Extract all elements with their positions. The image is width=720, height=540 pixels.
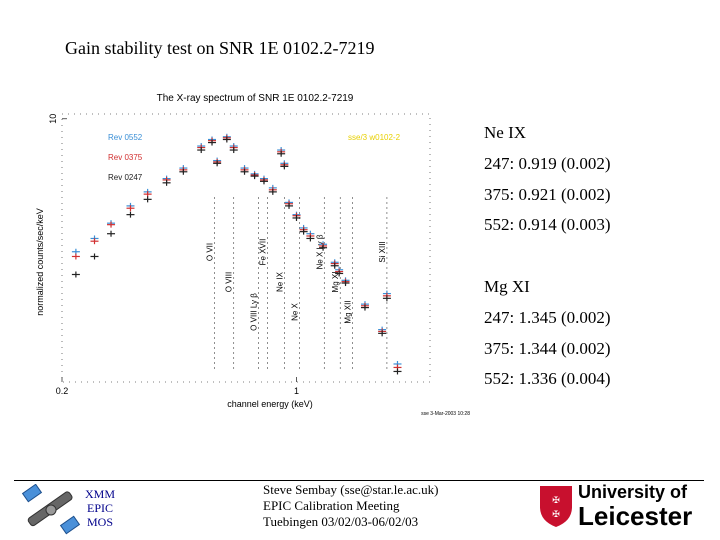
mg-row-247: 247: 1.345 (0.002): [484, 307, 611, 327]
line-label-2: O VIII Ly β: [249, 293, 258, 331]
mg-row-552: 552: 1.336 (0.004): [484, 369, 611, 389]
x-tick-label-1: 1: [294, 386, 299, 396]
point-rev-0247-11: [229, 147, 238, 154]
xmm-satellite-icon: [21, 484, 81, 535]
svg-text:✠: ✠: [552, 509, 560, 519]
ne-row-247: 247: 0.919 (0.002): [484, 153, 611, 173]
point-rev-0247-28: [382, 295, 391, 302]
line-label-8: Mg XII: [344, 300, 353, 323]
point-rev-0375-1: [90, 238, 99, 245]
chart-model-label: sse/3 w0102-2: [348, 133, 401, 142]
xmm-line-1: XMM: [84, 487, 115, 501]
point-rev-0247-15: [268, 188, 277, 195]
credit-meeting: EPIC Calibration Meeting: [263, 498, 400, 513]
xmm-epic-mos-label: XMM EPIC MOS: [84, 487, 116, 529]
chart-xlabel: channel energy (keV): [227, 399, 313, 409]
university-line-1: University of: [578, 482, 688, 502]
line-label-4: Ne IX: [275, 271, 284, 292]
spectrum-chart-svg: The X-ray spectrum of SNR 1E 0102.2-7219…: [35, 93, 470, 417]
point-rev-0247-19: [292, 214, 301, 221]
credits: Steve Sembay (sse@star.le.ac.uk) EPIC Ca…: [263, 482, 439, 530]
chart-ylabel: normalized counts/sec/keV: [35, 208, 45, 316]
line-label-3: Fe XVII: [259, 239, 268, 266]
point-rev-0247-6: [179, 168, 188, 175]
point-rev-0247-22: [319, 244, 328, 251]
svg-text:✠: ✠: [552, 495, 560, 505]
point-rev-0247-29: [393, 368, 402, 375]
point-rev-0247-17: [280, 163, 289, 170]
chart-corner-label: sse 3-Mar-2003 10:28: [421, 411, 470, 417]
mg-row-375: 375: 1.344 (0.002): [484, 338, 611, 358]
point-rev-0247-12: [240, 168, 249, 175]
university-shield-icon: ✠ ✠: [540, 486, 572, 527]
point-rev-0247-14: [259, 178, 268, 185]
point-rev-0247-7: [197, 147, 206, 154]
line-label-1: O VIII: [225, 272, 234, 292]
point-rev-0247-8: [208, 139, 217, 146]
point-rev-0247-26: [360, 304, 369, 311]
legend-entry-2: Rev 0247: [108, 173, 143, 182]
point-rev-0375-0: [71, 253, 80, 260]
point-rev-0247-25: [341, 280, 350, 287]
xmm-line-2: EPIC: [86, 501, 113, 515]
point-rev-0247-27: [378, 330, 387, 337]
chart-title: The X-ray spectrum of SNR 1E 0102.2-7219: [157, 93, 354, 104]
point-rev-0247-0: [71, 271, 80, 278]
point-rev-0247-2: [107, 230, 116, 237]
point-rev-0375-4: [143, 191, 152, 198]
y-tick-label-0: 10: [48, 114, 58, 124]
point-rev-0375-3: [126, 205, 135, 212]
point-rev-0247-23: [330, 262, 339, 269]
line-label-5: Ne X: [290, 302, 299, 320]
ne-title: Ne IX: [484, 123, 527, 142]
university-line-2: Leicester: [578, 501, 693, 531]
gain-results: Ne IX 247: 0.919 (0.002) 375: 0.921 (0.0…: [484, 118, 611, 395]
point-rev-0247-21: [306, 235, 315, 242]
legend-entry-1: Rev 0375: [108, 153, 143, 162]
mg-title: Mg XI: [484, 276, 530, 296]
xmm-line-3: MOS: [86, 515, 113, 529]
point-rev-0247-20: [299, 228, 308, 235]
point-rev-0247-9: [213, 160, 222, 167]
point-rev-0247-13: [250, 173, 259, 180]
point-rev-0247-3: [126, 211, 135, 218]
point-rev-0247-18: [285, 202, 294, 209]
results-gap: [484, 241, 611, 272]
point-rev-0247-4: [143, 196, 152, 203]
point-rev-0247-24: [335, 270, 344, 277]
line-label-6: Ne X Ly β: [315, 234, 324, 269]
line-label-9: Si XIII: [378, 241, 387, 262]
footer-divider: [14, 480, 704, 481]
university-wordmark: University of Leicester: [578, 482, 692, 530]
legend-entry-0: Rev 0552: [108, 133, 143, 142]
credit-author: Steve Sembay (sse@star.le.ac.uk): [263, 482, 439, 497]
point-rev-0247-16: [277, 150, 286, 157]
point-rev-0247-10: [222, 136, 231, 143]
point-rev-0247-1: [90, 253, 99, 260]
credit-location: Tuebingen 03/02/03-06/02/03: [263, 514, 419, 529]
ne-row-552: 552: 0.914 (0.003): [484, 215, 611, 235]
slide-title: Gain stability test on SNR 1E 0102.2-721…: [65, 38, 375, 58]
line-label-0: O VII: [206, 243, 215, 261]
spectrum-chart: The X-ray spectrum of SNR 1E 0102.2-7219…: [30, 82, 480, 422]
line-label-7: Mg XI: [331, 272, 340, 293]
ne-row-375: 375: 0.921 (0.002): [484, 184, 611, 204]
point-rev-0247-5: [162, 179, 171, 186]
point-rev-0375-2: [107, 221, 116, 228]
x-tick-label-0: 0.2: [56, 386, 69, 396]
